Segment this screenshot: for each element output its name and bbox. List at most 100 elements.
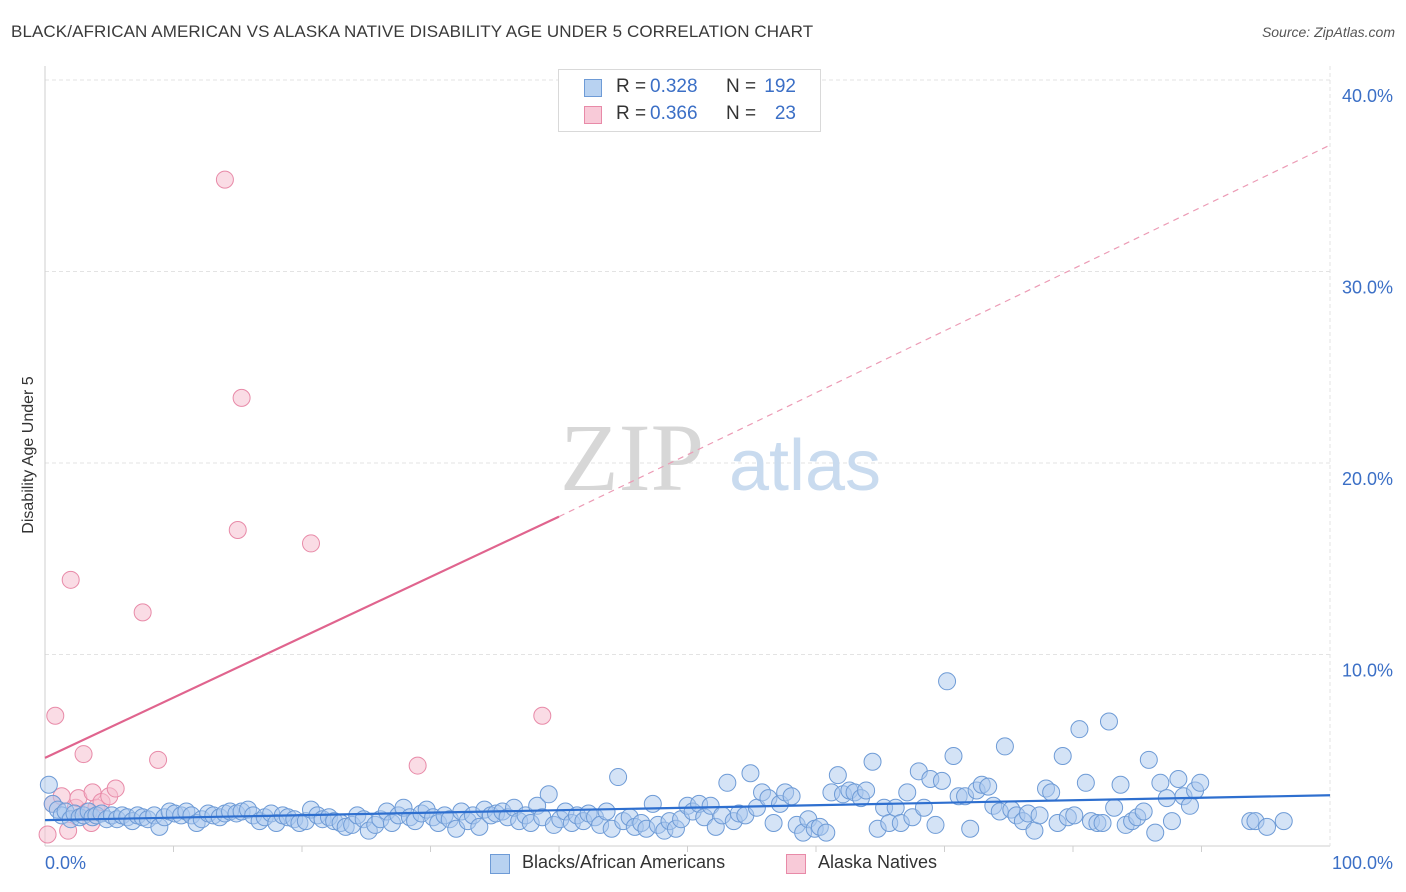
axis-layer [44, 66, 1331, 852]
blacks-african-americans-point [857, 781, 876, 800]
blacks-african-americans-point [1274, 812, 1293, 831]
legend-row-alaska: R = 0.366 N = 23 [559, 103, 820, 127]
blacks-african-americans-point [1076, 773, 1095, 792]
blacks-african-americans-point [1134, 802, 1153, 821]
blacks-african-americans-point [597, 802, 616, 821]
blacks-african-americans-point [764, 814, 783, 833]
source-label: Source: ZipAtlas.com [1261, 24, 1395, 40]
blacks-african-americans-point [961, 819, 980, 838]
blacks-african-americans-point [782, 787, 801, 806]
legend-n-label: N = [726, 76, 757, 97]
legend-row-blacks: R = 0.328 N = 192 [559, 76, 820, 100]
blacks-african-americans-point [863, 752, 882, 771]
bottom-legend-label: Blacks/African Americans [522, 852, 726, 872]
legend-swatch-pink [584, 106, 602, 124]
y-tick-label: 10.0% [1342, 661, 1393, 681]
chart-title: BLACK/AFRICAN AMERICAN VS ALASKA NATIVE … [11, 22, 814, 41]
y-axis-label: Disability Age Under 5 [20, 376, 37, 534]
legend-n-label: N = [726, 103, 757, 124]
legend-n-value: 192 [764, 76, 796, 97]
bottom-legend-swatch-blue [490, 854, 510, 874]
alaska-natives-point [228, 521, 247, 540]
blacks-african-americans-point [1093, 814, 1112, 833]
alaska-natives-point [232, 388, 251, 407]
blacks-african-americans-point [470, 817, 489, 836]
legend-swatch-blue [584, 79, 602, 97]
blacks-african-americans-point [1030, 806, 1049, 825]
blacks-african-americans-point [938, 672, 957, 691]
blacks-african-americans-point [701, 796, 720, 815]
blacks-african-americans-point [1053, 746, 1072, 765]
alaska-natives-point [408, 756, 427, 775]
tick-label-layer: 10.0% 20.0% 30.0% 40.0% 0.0% 100.0% [45, 86, 1393, 873]
blacks-african-americans-point [1065, 806, 1084, 825]
blacks-african-americans-point [828, 766, 847, 785]
watermark-zip: ZIP [560, 404, 704, 511]
alaska-natives-point [38, 825, 57, 844]
trend-layer [44, 144, 1331, 759]
blacks-african-americans-point [1111, 775, 1130, 794]
blacks-african-americans-point [1025, 821, 1044, 840]
alaska-natives-point [46, 706, 65, 725]
x-tick-label: 0.0% [45, 853, 86, 873]
legend-r-value: 0.328 [650, 76, 698, 97]
blacks-african-americans-point [1105, 798, 1124, 817]
alaska-natives-point [106, 779, 125, 798]
bottom-legend-alaska: Alaska Natives [786, 852, 966, 876]
bottom-legend-swatch-pink [786, 854, 806, 874]
alaska-natives-point [215, 170, 234, 189]
blacks-african-americans-point [898, 783, 917, 802]
alaska-natives-trendline [44, 515, 560, 759]
blacks-african-americans-point [1169, 769, 1188, 788]
alaska-natives-point [301, 534, 320, 553]
blacks-african-americans-point [1258, 817, 1277, 836]
blacks-african-americans-points [39, 672, 1331, 842]
legend-r-label: R = [616, 76, 647, 97]
y-tick-label: 40.0% [1342, 86, 1393, 106]
blacks-african-americans-point [1099, 712, 1118, 731]
y-tick-label: 20.0% [1342, 469, 1393, 489]
blacks-african-americans-point [39, 775, 58, 794]
blacks-african-americans-point [1070, 720, 1089, 739]
blacks-african-americans-point [1191, 773, 1210, 792]
blacks-african-americans-point [1042, 783, 1061, 802]
blacks-african-americans-point [1151, 773, 1170, 792]
blacks-african-americans-point [718, 773, 737, 792]
watermark-atlas: atlas [729, 426, 881, 506]
alaska-natives-trendline-extension [558, 144, 1331, 518]
blacks-african-americans-point [914, 798, 933, 817]
alaska-natives-point [533, 706, 552, 725]
bottom-legend-label: Alaska Natives [818, 852, 938, 872]
blacks-african-americans-point [1139, 750, 1158, 769]
blacks-african-americans-trendline [44, 794, 1331, 822]
blacks-african-americans-point [643, 794, 662, 813]
blacks-african-americans-point [886, 798, 905, 817]
alaska-natives-point [74, 745, 93, 764]
blacks-african-americans-point [932, 771, 951, 790]
blacks-african-americans-point [979, 777, 998, 796]
alaska-natives-point [61, 570, 80, 589]
blacks-african-americans-point [1162, 812, 1181, 831]
blacks-african-americans-point [817, 823, 836, 842]
x-tick-label: 100.0% [1332, 853, 1393, 873]
blacks-african-americans-point [995, 737, 1014, 756]
legend-n-value: 23 [774, 103, 796, 124]
alaska-natives-point [133, 603, 152, 622]
blacks-african-americans-point [539, 785, 558, 804]
y-tick-label: 30.0% [1342, 278, 1393, 298]
watermark: ZIP atlas [560, 404, 881, 511]
blacks-african-americans-point [903, 808, 922, 827]
blacks-african-americans-point [609, 768, 628, 787]
correlation-legend: R = 0.328 N = 192 R = 0.366 N = 23 [558, 69, 821, 132]
bottom-legend-blacks: Blacks/African Americans [490, 852, 770, 876]
legend-r-value: 0.366 [650, 103, 698, 124]
blacks-african-americans-point [1180, 796, 1199, 815]
grid-layer [45, 79, 1330, 655]
legend-r-label: R = [616, 103, 647, 124]
blacks-african-americans-point [741, 764, 760, 783]
alaska-natives-point [149, 750, 168, 769]
blacks-african-americans-point [1146, 823, 1165, 842]
blacks-african-americans-point [944, 746, 963, 765]
blacks-african-americans-point [926, 815, 945, 834]
